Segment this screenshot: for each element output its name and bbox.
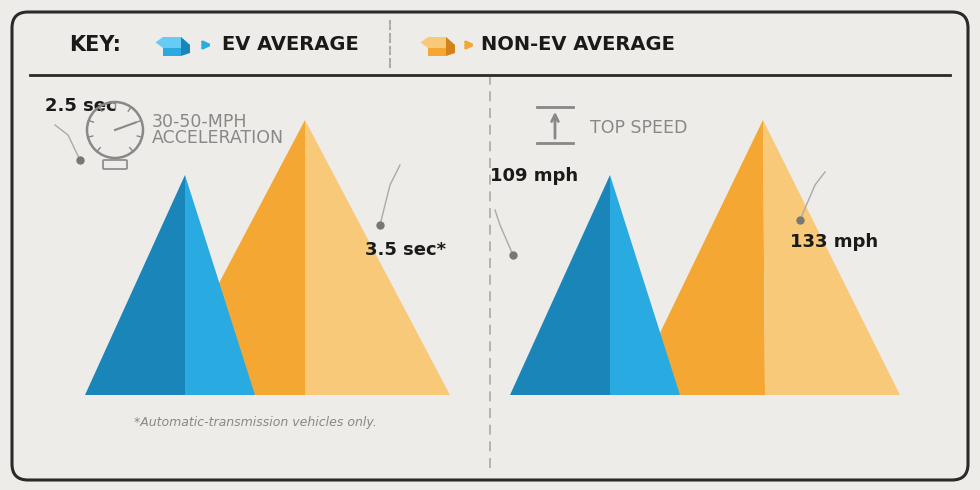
Text: 3.5 sec*: 3.5 sec* xyxy=(365,241,446,259)
Polygon shape xyxy=(763,120,900,395)
Polygon shape xyxy=(446,37,455,56)
Text: TOP SPEED: TOP SPEED xyxy=(590,119,687,137)
Polygon shape xyxy=(85,175,185,395)
Polygon shape xyxy=(305,120,450,395)
Polygon shape xyxy=(181,37,190,56)
Polygon shape xyxy=(610,175,680,395)
Text: NON-EV AVERAGE: NON-EV AVERAGE xyxy=(481,35,675,54)
Polygon shape xyxy=(156,37,190,48)
Text: *Automatic-transmission vehicles only.: *Automatic-transmission vehicles only. xyxy=(133,416,376,428)
Text: 109 mph: 109 mph xyxy=(490,167,578,185)
Polygon shape xyxy=(420,37,455,48)
Text: 2.5 sec: 2.5 sec xyxy=(45,97,117,115)
FancyBboxPatch shape xyxy=(12,12,968,480)
Text: 133 mph: 133 mph xyxy=(790,233,878,251)
Polygon shape xyxy=(160,120,305,395)
Text: EV AVERAGE: EV AVERAGE xyxy=(221,35,359,54)
Polygon shape xyxy=(428,48,446,56)
Text: 30-50-MPH: 30-50-MPH xyxy=(152,113,248,131)
Polygon shape xyxy=(510,175,610,395)
Polygon shape xyxy=(630,120,765,395)
Text: KEY:: KEY: xyxy=(69,35,121,55)
Polygon shape xyxy=(185,175,255,395)
Text: ACCELERATION: ACCELERATION xyxy=(152,129,284,147)
Polygon shape xyxy=(163,48,181,56)
